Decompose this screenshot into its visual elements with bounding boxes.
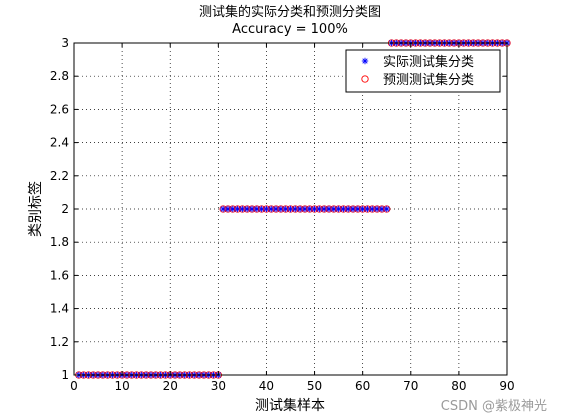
legend-circle-marker	[361, 75, 369, 83]
y-tick-label: 2.2	[50, 169, 69, 183]
y-tick-label: 2.8	[50, 69, 69, 83]
legend: 实际测试集分类 预测测试集分类	[345, 49, 501, 93]
x-tick-label: 80	[451, 379, 466, 393]
x-tick-label: 90	[499, 379, 514, 393]
x-axis-label: 测试集样本	[255, 397, 325, 414]
y-tick-label: 1	[61, 368, 69, 382]
axis-ticks: 0 10 20 30 40 50 60 70 80 90 1 1.2 1.4 1.6 1.8 2 2.2 2.4 2…	[50, 36, 515, 393]
x-tick-label: 60	[355, 379, 370, 393]
legend-box	[345, 49, 501, 93]
watermark: CSDN @紫极神光	[440, 399, 547, 414]
y-tick-label: 1.8	[50, 235, 69, 249]
legend-star-glyph	[361, 57, 369, 65]
legend-star-marker	[361, 57, 369, 65]
y-tick-label: 3	[61, 36, 69, 50]
y-tick-label: 1.6	[50, 268, 69, 282]
legend-entry-predicted: 预测测试集分类	[383, 72, 474, 88]
y-tick-label: 1.2	[50, 335, 69, 349]
actual-point	[383, 205, 390, 213]
x-tick-label: 70	[403, 379, 418, 393]
x-tick-label: 0	[70, 379, 78, 393]
legend-circle-glyph	[361, 75, 369, 83]
y-tick-label: 2	[61, 202, 69, 216]
x-tick-label: 40	[259, 379, 274, 393]
x-tick-label: 10	[114, 379, 129, 393]
y-axis-label: 类别标签	[27, 181, 44, 237]
y-tick-label: 2.6	[50, 102, 69, 116]
legend-entry-actual: 实际测试集分类	[383, 54, 474, 70]
y-tick-label: 2.4	[50, 136, 69, 150]
x-tick-label: 50	[307, 379, 322, 393]
chart-subtitle: Accuracy = 100%	[232, 22, 348, 37]
y-tick-label: 1.4	[50, 302, 69, 316]
chart-title: 测试集的实际分类和预测分类图	[199, 4, 381, 20]
x-tick-label: 20	[163, 379, 178, 393]
x-tick-label: 30	[211, 379, 226, 393]
